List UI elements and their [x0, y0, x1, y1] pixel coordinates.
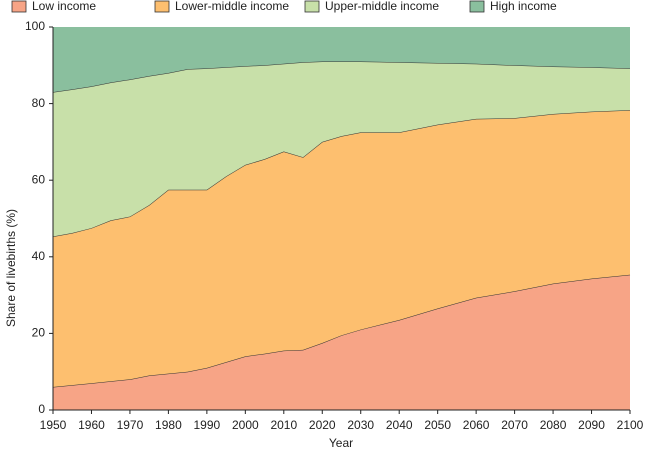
y-tick-label: 60: [32, 172, 46, 186]
x-tick-label: 2040: [386, 418, 413, 432]
area: [53, 27, 630, 93]
y-tick-label: 80: [32, 96, 46, 110]
legend-swatch: [154, 0, 170, 13]
y-tick-label: 40: [32, 249, 46, 263]
x-tick-label: 2090: [578, 418, 605, 432]
y-tick-label: 0: [38, 402, 45, 416]
x-tick-label: 1960: [78, 418, 105, 432]
x-tick-label: 1950: [40, 418, 67, 432]
x-axis-label: Year: [329, 436, 353, 450]
x-tick-label: 1970: [117, 418, 144, 432]
legend-label: Upper-middle income: [325, 0, 439, 13]
legend-label: High income: [490, 0, 557, 13]
y-tick-label: 20: [32, 326, 46, 340]
legend-swatch: [469, 0, 485, 13]
legend-swatch: [11, 0, 27, 13]
area: [53, 110, 630, 388]
area: [53, 61, 630, 237]
x-tick-label: 2030: [347, 418, 374, 432]
x-tick-label: 2010: [270, 418, 297, 432]
y-axis-label: Share of livebirths (%): [4, 209, 18, 327]
x-tick-label: 2100: [617, 418, 644, 432]
x-tick-label: 1980: [155, 418, 182, 432]
x-tick-label: 2050: [424, 418, 451, 432]
x-tick-label: 2070: [501, 418, 528, 432]
x-tick-label: 2000: [232, 418, 259, 432]
legend-label: Low income: [32, 0, 96, 13]
legend-label: Lower-middle income: [175, 0, 289, 13]
y-tick-label: 100: [25, 19, 45, 33]
x-tick-label: 2020: [309, 418, 336, 432]
x-tick-label: 2060: [463, 418, 490, 432]
legend-swatch: [304, 0, 320, 13]
x-tick-label: 2080: [540, 418, 567, 432]
x-tick-label: 1990: [194, 418, 221, 432]
area: [53, 274, 630, 410]
